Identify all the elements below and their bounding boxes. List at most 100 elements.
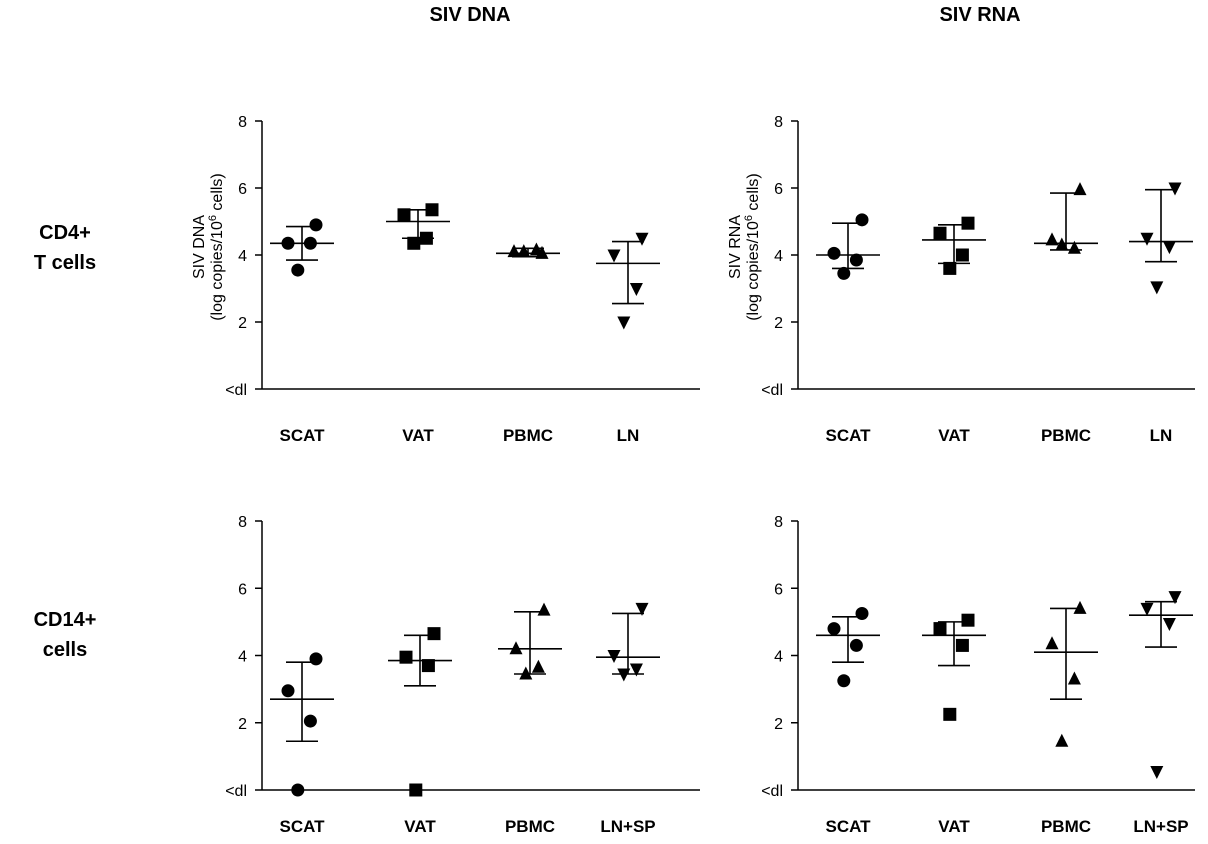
y-axis-label-text: (log copies/10 bbox=[209, 221, 226, 321]
data-point bbox=[635, 232, 649, 246]
row-title-cd14-line2: cells bbox=[42, 639, 88, 661]
y-tick-label: 2 bbox=[238, 716, 247, 733]
data-point bbox=[1168, 591, 1182, 605]
data-point bbox=[629, 283, 643, 296]
data-point bbox=[517, 244, 531, 258]
data-point bbox=[1067, 671, 1081, 685]
data-point bbox=[855, 213, 869, 227]
y-axis-label-text: (log copies/10 bbox=[745, 221, 762, 321]
y-tick-label: 8 bbox=[238, 514, 247, 531]
data-point bbox=[607, 249, 621, 263]
y-axis-label-tail: cells) bbox=[209, 173, 226, 215]
y-tick-label: <dl bbox=[225, 382, 247, 399]
y-axis-label-line1: SIV DNA bbox=[191, 215, 208, 279]
x-category-label: PBMC bbox=[1041, 426, 1091, 445]
data-point bbox=[849, 638, 863, 652]
data-point bbox=[961, 216, 975, 230]
data-point bbox=[427, 627, 441, 641]
data-point bbox=[617, 316, 631, 330]
data-point bbox=[1150, 281, 1164, 295]
data-point bbox=[849, 253, 863, 267]
x-category-label: LN bbox=[1150, 426, 1173, 445]
y-tick-label: 2 bbox=[774, 315, 783, 332]
y-axis-label-line1: SIV RNA bbox=[727, 215, 744, 279]
chart-panel-2: <dl 2 4 6 8 SIV RNA (log copies/106 cells) SCAT… bbox=[727, 114, 1195, 445]
y-tick-label: 8 bbox=[774, 114, 783, 131]
data-point bbox=[1162, 618, 1176, 632]
data-point bbox=[407, 236, 421, 250]
x-category-label: VAT bbox=[402, 426, 434, 445]
x-category-label: SCAT bbox=[825, 426, 871, 445]
data-point bbox=[943, 261, 957, 275]
data-point bbox=[837, 266, 851, 280]
data-point bbox=[1150, 766, 1164, 780]
x-category-label: PBMC bbox=[1041, 817, 1091, 836]
y-tick-label: <dl bbox=[761, 382, 783, 399]
y-axis-label-line2: (log copies/106 cells) bbox=[743, 173, 762, 321]
row-title-cd14-line1: CD14+ bbox=[33, 609, 97, 631]
y-tick-label: 6 bbox=[774, 581, 783, 598]
y-tick-label: 6 bbox=[774, 181, 783, 198]
data-point bbox=[303, 236, 317, 250]
chart-panel-4: <dl 2 4 6 8 SCAT VAT PBMC LN+SP bbox=[761, 514, 1195, 836]
data-point bbox=[535, 245, 549, 259]
data-point bbox=[1168, 182, 1182, 196]
data-point bbox=[1073, 600, 1087, 614]
row-title-cd4-line2: T cells bbox=[33, 252, 97, 274]
y-axis-label-tail: cells) bbox=[745, 173, 762, 215]
y-axis-label-superscript: 6 bbox=[207, 215, 219, 221]
data-point bbox=[425, 203, 439, 217]
data-point bbox=[281, 236, 295, 250]
data-point bbox=[827, 246, 841, 260]
x-category-label: LN+SP bbox=[600, 817, 655, 836]
data-point bbox=[421, 659, 435, 673]
y-tick-label: 4 bbox=[238, 649, 247, 666]
data-point bbox=[827, 622, 841, 636]
data-point bbox=[961, 613, 975, 627]
data-point bbox=[1162, 241, 1176, 255]
y-axis-label-line2: (log copies/106 cells) bbox=[207, 173, 226, 321]
data-point bbox=[933, 226, 947, 240]
data-point bbox=[607, 650, 621, 663]
y-tick-label: 4 bbox=[238, 248, 247, 265]
row-title-cd14: CD14+ cells bbox=[0, 605, 130, 665]
data-point bbox=[291, 263, 305, 277]
y-tick-label: 6 bbox=[238, 581, 247, 598]
data-point bbox=[537, 602, 551, 616]
data-point bbox=[309, 218, 323, 232]
data-point bbox=[617, 668, 631, 682]
row-title-cd4-line1: CD4+ bbox=[39, 222, 91, 244]
data-point bbox=[519, 666, 533, 680]
data-point bbox=[855, 606, 869, 620]
y-tick-label: 8 bbox=[774, 514, 783, 531]
data-point bbox=[531, 659, 545, 673]
data-point bbox=[303, 714, 317, 728]
y-tick-label: 2 bbox=[774, 716, 783, 733]
y-tick-label: 4 bbox=[774, 649, 783, 666]
data-point bbox=[933, 622, 947, 636]
data-point bbox=[1055, 237, 1069, 251]
data-point bbox=[955, 638, 969, 652]
x-category-label: VAT bbox=[938, 426, 970, 445]
data-point bbox=[291, 783, 305, 797]
data-point bbox=[397, 208, 411, 222]
chart-panel-3: <dl 2 4 6 8 SCAT VAT PBMC LN+SP bbox=[225, 514, 700, 836]
x-category-label: VAT bbox=[938, 817, 970, 836]
data-point bbox=[837, 674, 851, 688]
data-point bbox=[507, 244, 521, 258]
x-category-label: PBMC bbox=[505, 817, 555, 836]
y-tick-label: 6 bbox=[238, 181, 247, 198]
x-category-label: LN+SP bbox=[1133, 817, 1188, 836]
x-category-label: SCAT bbox=[279, 817, 325, 836]
data-point bbox=[419, 231, 433, 245]
x-category-label: SCAT bbox=[279, 426, 325, 445]
x-category-label: LN bbox=[617, 426, 640, 445]
data-point bbox=[529, 242, 543, 256]
data-point bbox=[509, 641, 523, 655]
data-point bbox=[281, 684, 295, 698]
x-category-label: SCAT bbox=[825, 817, 871, 836]
y-tick-label: 4 bbox=[774, 248, 783, 265]
data-point bbox=[955, 248, 969, 262]
data-point bbox=[1073, 182, 1087, 196]
